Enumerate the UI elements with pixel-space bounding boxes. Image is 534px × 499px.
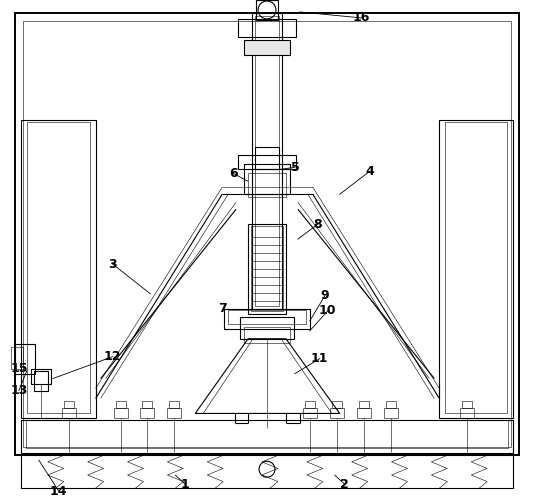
Bar bbox=[115, 402, 125, 409]
Bar bbox=[244, 327, 290, 343]
Bar bbox=[64, 402, 74, 409]
Bar bbox=[228, 310, 306, 324]
Text: 12: 12 bbox=[104, 350, 121, 363]
Bar bbox=[240, 317, 294, 339]
Bar bbox=[462, 402, 472, 409]
Text: 9: 9 bbox=[320, 289, 329, 302]
Bar bbox=[332, 402, 342, 409]
Bar bbox=[21, 120, 96, 419]
Bar bbox=[445, 122, 507, 414]
Bar bbox=[248, 224, 286, 314]
Text: 13: 13 bbox=[10, 384, 28, 397]
Bar bbox=[15, 13, 519, 455]
Text: 3: 3 bbox=[108, 257, 117, 270]
Bar bbox=[255, 16, 279, 306]
Bar bbox=[31, 369, 51, 384]
Text: 2: 2 bbox=[340, 478, 349, 491]
Bar bbox=[251, 226, 283, 311]
Bar bbox=[303, 409, 317, 419]
Bar bbox=[330, 409, 344, 419]
Bar bbox=[383, 409, 397, 419]
Bar bbox=[167, 409, 182, 419]
Text: 7: 7 bbox=[218, 302, 226, 315]
Bar bbox=[15, 344, 35, 374]
Bar bbox=[439, 120, 513, 419]
Text: 16: 16 bbox=[353, 11, 371, 24]
Bar bbox=[21, 421, 513, 453]
Bar bbox=[252, 13, 282, 309]
Text: 5: 5 bbox=[290, 161, 299, 174]
Bar bbox=[169, 402, 179, 409]
Bar bbox=[11, 347, 23, 369]
Bar bbox=[255, 147, 279, 169]
Bar bbox=[244, 164, 290, 194]
Bar bbox=[359, 402, 368, 409]
Bar bbox=[386, 402, 396, 409]
Text: 1: 1 bbox=[181, 478, 190, 491]
Text: 14: 14 bbox=[50, 485, 67, 498]
Bar bbox=[305, 402, 315, 409]
Bar bbox=[256, 0, 278, 20]
Bar bbox=[244, 40, 290, 55]
Bar bbox=[460, 409, 474, 419]
Bar bbox=[224, 309, 310, 329]
Bar bbox=[26, 421, 508, 448]
Bar bbox=[238, 19, 296, 37]
Text: 15: 15 bbox=[10, 362, 28, 375]
Bar bbox=[23, 21, 511, 447]
Bar bbox=[27, 122, 90, 414]
Bar bbox=[238, 155, 296, 169]
Bar bbox=[140, 409, 154, 419]
Bar bbox=[34, 371, 48, 391]
Text: 4: 4 bbox=[365, 165, 374, 178]
Text: 10: 10 bbox=[319, 304, 336, 317]
Bar bbox=[114, 409, 128, 419]
Bar bbox=[357, 409, 371, 419]
Bar bbox=[21, 455, 513, 488]
Bar bbox=[62, 409, 76, 419]
Text: 6: 6 bbox=[229, 167, 238, 180]
Text: 8: 8 bbox=[313, 218, 322, 231]
Bar bbox=[248, 173, 286, 197]
Bar bbox=[143, 402, 152, 409]
Text: 11: 11 bbox=[311, 352, 328, 365]
